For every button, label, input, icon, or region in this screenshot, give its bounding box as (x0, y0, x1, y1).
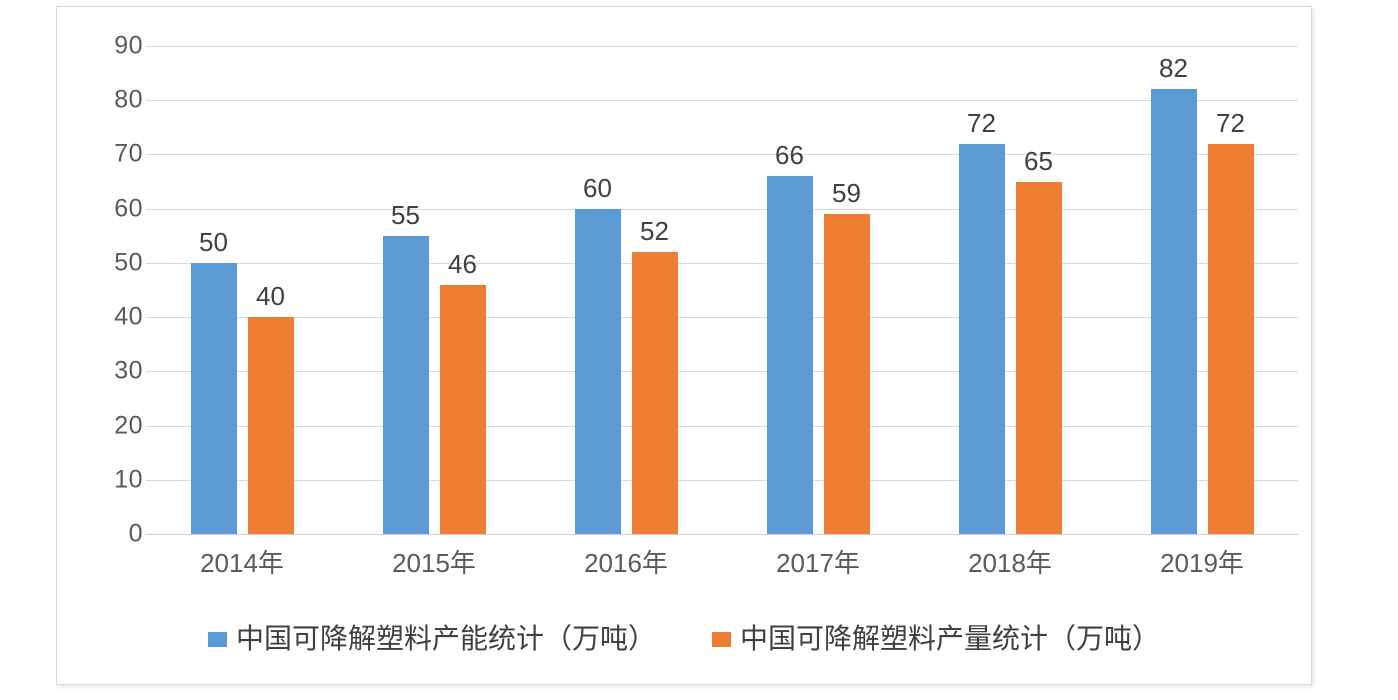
y-axis-tick-label: 60 (114, 194, 143, 223)
chart-frame: 0 10 20 30 40 50 60 70 80 90 50 40 55 46 60 52 66 59 72 65… (56, 6, 1312, 685)
bar-2015年-series-0[interactable] (382, 235, 429, 534)
y-axis-tick-label: 30 (114, 356, 143, 385)
bar-value-label: 50 (199, 226, 228, 257)
x-axis-tick-label: 2017年 (776, 548, 860, 578)
gridline (146, 262, 1298, 264)
y-axis-tick-label: 70 (114, 139, 143, 168)
bar-value-label: 82 (1159, 53, 1188, 84)
chart-legend: 中国可降解塑料产能统计（万吨） 中国可降解塑料产量统计（万吨） (57, 615, 1311, 663)
x-axis-tick-label: 2018年 (968, 548, 1052, 578)
y-axis: 0 10 20 30 40 50 60 70 80 90 (57, 7, 143, 684)
bar-value-label: 59 (832, 178, 861, 209)
legend-item-series-1[interactable]: 中国可降解塑料产量统计（万吨） (712, 625, 1160, 653)
gridline (146, 46, 1298, 47)
bar-2016年-series-0[interactable] (574, 208, 621, 534)
x-axis-tick-label: 2016年 (584, 548, 668, 578)
gridline (146, 425, 1298, 427)
bar-group: 60 52 (530, 46, 722, 534)
bars-layer: 50 40 55 46 60 52 66 59 72 65 82 72 (146, 46, 1298, 534)
gridline (146, 100, 1298, 102)
y-axis-tick-label: 20 (114, 411, 143, 440)
bar-value-label: 72 (1216, 107, 1245, 138)
bar-group: 66 59 (722, 46, 914, 534)
bar-slot: 65 (1015, 46, 1062, 534)
bar-slot: 55 (382, 46, 429, 534)
bar-group: 82 72 (1106, 46, 1298, 534)
gridline (146, 154, 1298, 156)
legend-swatch-icon (712, 631, 731, 647)
bar-group: 55 46 (338, 46, 530, 534)
y-axis-tick-label: 80 (114, 85, 143, 114)
plot-wrapper: 0 10 20 30 40 50 60 70 80 90 50 40 55 46 60 52 66 59 72 65… (57, 7, 1311, 684)
y-axis-tick-label: 10 (114, 465, 143, 494)
bar-slot: 60 (574, 46, 621, 534)
y-axis-tick-label: 90 (114, 31, 143, 60)
bar-2014年-series-1[interactable] (247, 317, 294, 534)
bar-value-label: 46 (448, 248, 477, 279)
bar-2014年-series-0[interactable] (190, 262, 237, 534)
legend-label: 中国可降解塑料产能统计（万吨） (235, 623, 656, 654)
bar-slot: 66 (766, 46, 813, 534)
bar-2017年-series-1[interactable] (823, 214, 870, 534)
gridline (146, 208, 1298, 210)
bar-2018年-series-0[interactable] (958, 143, 1005, 534)
bar-slot: 82 (1150, 46, 1197, 534)
bar-value-label: 60 (583, 172, 612, 203)
bar-group: 72 65 (914, 46, 1106, 534)
bar-2017年-series-0[interactable] (766, 176, 813, 534)
x-axis-tick-label: 2019年 (1160, 548, 1244, 578)
legend-swatch-icon (207, 631, 227, 647)
bar-slot: 52 (631, 46, 678, 534)
bar-2019年-series-1[interactable] (1207, 143, 1254, 534)
bar-2019年-series-0[interactable] (1150, 89, 1197, 534)
gridline (146, 479, 1298, 481)
legend-item-series-0[interactable]: 中国可降解塑料产能统计（万吨） (207, 623, 656, 654)
x-axis-tick-label: 2014年 (200, 548, 284, 578)
bar-value-label: 40 (256, 281, 285, 312)
bar-2018年-series-1[interactable] (1015, 181, 1062, 534)
bar-slot: 50 (190, 46, 237, 534)
gridline (146, 371, 1298, 373)
y-axis-tick-label: 0 (128, 519, 143, 548)
bar-slot: 59 (823, 46, 870, 534)
plot-area: 50 40 55 46 60 52 66 59 72 65 82 72 (146, 46, 1298, 535)
bar-slot: 72 (1207, 46, 1254, 534)
x-axis: 2014年 2015年 2016年 2017年 2018年 2019年 (146, 540, 1298, 586)
bar-value-label: 55 (391, 199, 420, 230)
bar-2016年-series-1[interactable] (631, 252, 678, 534)
bar-slot: 72 (958, 46, 1005, 534)
y-axis-tick-label: 40 (114, 302, 143, 331)
x-axis-tick-label: 2015年 (392, 548, 476, 578)
gridline (146, 317, 1298, 319)
legend-label: 中国可降解塑料产量统计（万吨） (740, 623, 1161, 654)
bar-2015年-series-1[interactable] (439, 284, 486, 534)
bar-value-label: 65 (1024, 145, 1053, 176)
y-axis-tick-label: 50 (114, 248, 143, 277)
bar-slot: 46 (439, 46, 486, 534)
bar-value-label: 66 (775, 140, 804, 171)
bar-value-label: 52 (640, 216, 669, 247)
bar-group: 50 40 (146, 46, 338, 534)
gridline (146, 534, 1298, 535)
bar-slot: 40 (247, 46, 294, 534)
bar-value-label: 72 (967, 107, 996, 138)
